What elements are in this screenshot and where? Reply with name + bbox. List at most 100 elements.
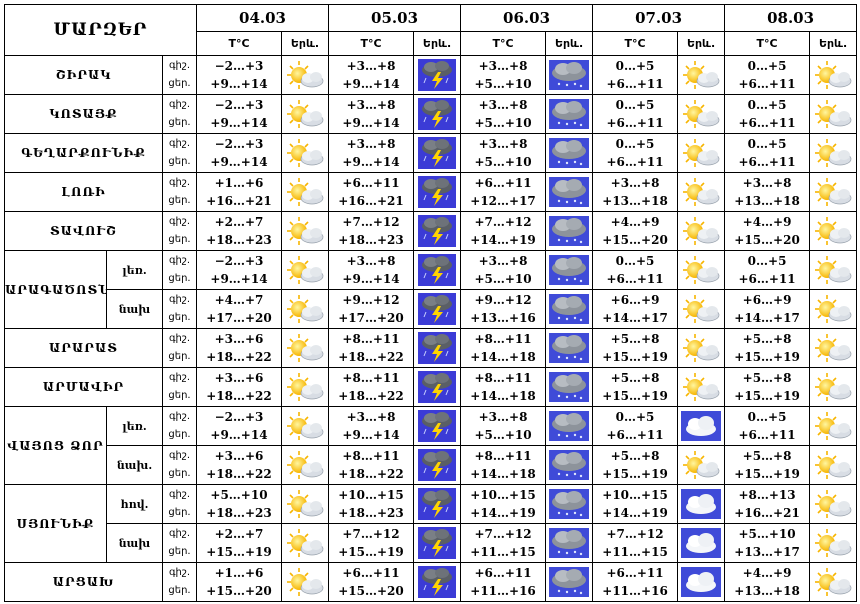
region-name: ԳԵՂԱՐՔՈՒՆԻՔ [4,133,163,173]
temperature-cell: +6…+9 +14…+17 [592,289,679,329]
temperature-cell: 0…+5 +6…+11 [592,55,679,95]
night-temp: +3…+8 [346,59,396,73]
temperature-cell: +4…+9 +15…+20 [592,211,679,251]
night-temp: +7…+12 [342,215,400,229]
day-temp: +15…+19 [734,350,800,364]
partly-cloudy-icon [809,484,858,524]
night-temp: +7…+12 [342,527,400,541]
night-temp: +5…+8 [610,332,660,346]
day-temp: +17…+20 [338,311,404,325]
day-temp: +15…+20 [602,233,668,247]
day-temp: +18…+22 [338,389,404,403]
day-temp: +18…+23 [338,233,404,247]
night-temp: +8…+11 [474,449,532,463]
table-title: ՄԱՐԶԵՐ [4,4,197,56]
thunderstorm-icon [413,406,462,446]
partly-cloudy-icon [809,445,858,485]
night-temp: +3…+8 [742,176,792,190]
partly-cloudy-icon [809,328,858,368]
temp-column-header: T°C [592,31,679,56]
night-temp: +3…+8 [610,176,660,190]
day-temp: +14…+17 [602,311,668,325]
partly-cloudy-icon [280,328,330,368]
night-temp: +6…+11 [474,566,532,580]
thunderstorm-icon [413,562,462,602]
day-label: ցեր. [168,234,191,245]
temperature-cell: −2…+3 +9…+14 [196,133,282,173]
day-temp: +6…+11 [738,77,796,91]
table-row: նախ. գիշ. ցեր. +3…+6 +18…+22 +8…+11 +18…+22 +8…… [5,445,858,485]
day-temp: +14…+18 [470,350,536,364]
temperature-cell: 0…+5 +6…+11 [592,406,679,446]
temperature-cell: +3…+8 +5…+10 [460,55,547,95]
temperature-cell: 0…+5 +6…+11 [724,133,811,173]
day-label: ցեր. [168,156,191,167]
thunderstorm-icon [413,211,462,251]
day-temp: +18…+23 [338,506,404,520]
night-temp: 0…+5 [747,98,787,112]
partly-cloudy-icon [677,133,726,173]
subregion-name: նախ [106,289,163,329]
time-of-day: գիշ. ցեր. [162,250,197,290]
partly-cloudy-icon [280,445,330,485]
date-header: 07.03 [592,4,726,32]
night-temp: +8…+13 [738,488,796,502]
day-temp: +15…+20 [734,233,800,247]
temperature-cell: +8…+11 +18…+22 [328,445,415,485]
cloud-icon [677,484,726,524]
table-row: ՇԻՐԱԿ գիշ. ցեր. −2…+3 +9…+14 +3…+8 +9…+14 +3…+8… [4,55,858,95]
table-row: ԼՈՌԻ գիշ. ցեր. +1…+6 +16…+21 +6…+11 +16…+21 +6…… [4,172,858,212]
night-temp: −2…+3 [214,137,264,151]
temperature-cell: +6…+11 +11…+16 [460,562,547,602]
temperature-cell: +1…+6 +16…+21 [196,172,282,212]
night-label: գիշ. [168,489,191,500]
rain-cloud-icon [545,523,594,563]
temperature-cell: +6…+9 +14…+17 [724,289,811,329]
cloud-icon [677,523,726,563]
day-temp: +15…+20 [206,584,272,598]
night-temp: +3…+8 [346,137,396,151]
day-temp: +13…+16 [470,311,536,325]
night-temp: 0…+5 [747,410,787,424]
day-temp: +9…+14 [210,272,268,286]
day-temp: +9…+14 [342,155,400,169]
day-temp: +11…+15 [602,545,668,559]
temperature-cell: −2…+3 +9…+14 [196,250,282,290]
rain-cloud-icon [545,445,594,485]
rain-cloud-icon [545,55,594,95]
day-temp: +11…+16 [602,584,668,598]
table-row: ԳԵՂԱՐՔՈՒՆԻՔ գիշ. ցեր. −2…+3 +9…+14 +3…+8 +9…+1… [4,133,858,173]
region-name: ՇԻՐԱԿ [4,55,163,95]
temperature-cell: +9…+12 +17…+20 [328,289,415,329]
day-label: ցեր. [168,390,191,401]
partly-cloudy-icon [677,445,726,485]
night-temp: +4…+9 [610,215,660,229]
night-temp: 0…+5 [747,59,787,73]
day-temp: +16…+21 [734,506,800,520]
temperature-cell: +6…+11 +12…+17 [460,172,547,212]
night-label: գիշ. [168,216,191,227]
night-temp: +9…+12 [474,293,532,307]
thunderstorm-icon [413,523,462,563]
night-temp: +1…+6 [214,176,264,190]
temperature-cell: +3…+6 +18…+22 [196,445,282,485]
night-temp: +3…+6 [214,449,264,463]
temperature-cell: 0…+5 +6…+11 [724,94,811,134]
region-name: ԿՈՏԱՅՔ [4,94,163,134]
time-of-day: գիշ. ցեր. [162,133,197,173]
partly-cloudy-icon [280,94,330,134]
partly-cloudy-icon [280,172,330,212]
night-temp: +8…+11 [474,332,532,346]
temperature-cell: 0…+5 +6…+11 [724,250,811,290]
day-temp: +5…+10 [474,428,532,442]
temperature-cell: +3…+8 +9…+14 [328,133,415,173]
time-of-day: գիշ. ցեր. [162,523,197,563]
night-temp: 0…+5 [615,98,655,112]
day-temp: +6…+11 [738,155,796,169]
thunderstorm-icon [413,367,462,407]
night-temp: +4…+9 [742,215,792,229]
night-temp: 0…+5 [747,137,787,151]
day-label: ցեր. [168,585,191,596]
night-temp: +2…+7 [214,215,264,229]
day-temp: +15…+19 [338,545,404,559]
